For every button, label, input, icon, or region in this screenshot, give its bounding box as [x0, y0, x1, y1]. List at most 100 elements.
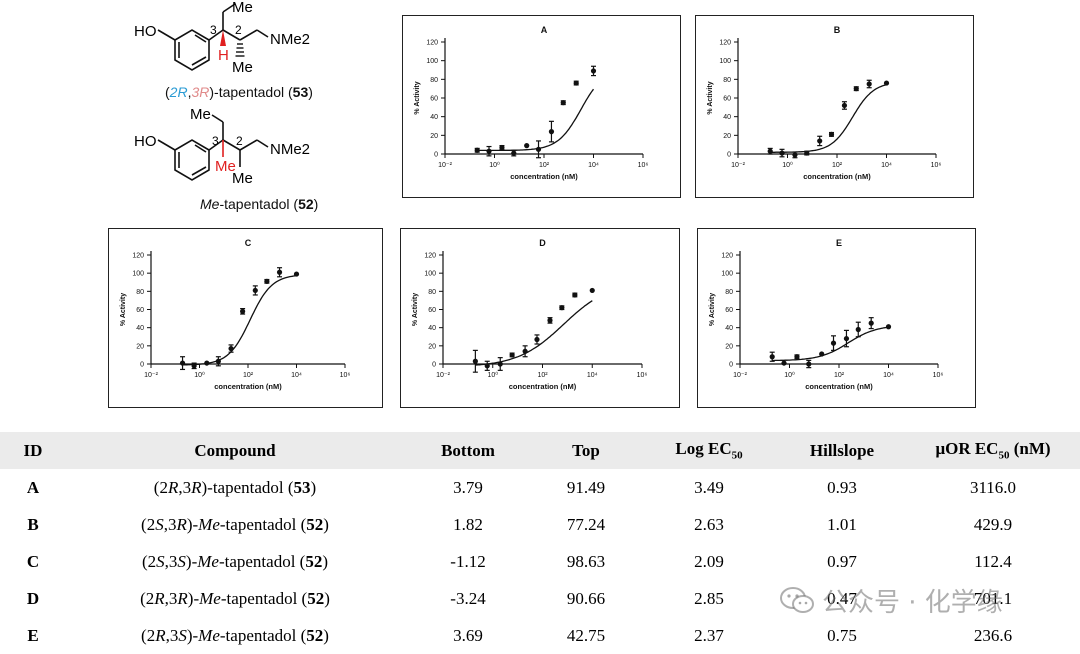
table-row: D (2R,3R)-Me-tapentadol (52) -3.24 90.66 2.8…: [0, 580, 1080, 617]
atom-me-side: Me: [232, 59, 253, 76]
cell-bottom: -3.24: [450, 588, 486, 608]
y-tick-label: 0: [434, 152, 438, 159]
wechat-icon: [780, 587, 814, 613]
data-point: [590, 68, 597, 74]
data-point: [792, 152, 798, 158]
y-axis-label: % Activity: [412, 293, 419, 326]
data-point: [559, 305, 565, 311]
atom-h: H: [218, 47, 229, 64]
compound-part: ): [322, 551, 329, 571]
chart-title: B: [834, 25, 841, 35]
compound-part: (2: [140, 588, 155, 608]
cell-compound: (2R,3S)-Me-tapentadol (52): [66, 617, 404, 654]
cell-top: 98.63: [566, 551, 606, 571]
chart-a: A 0 20 40 60 80 100 120 10⁻² 10⁰ 10² 10⁴ 10⁶ % Activi…: [414, 25, 648, 181]
compound-part: R: [191, 477, 202, 497]
x-tick-label: 10⁻²: [438, 162, 452, 169]
x-tick-label: 10²: [539, 162, 550, 169]
data-point: [497, 361, 503, 367]
compound-part: ,3: [163, 514, 177, 534]
compound-part: ,3: [165, 625, 179, 645]
y-tick-label: 20: [428, 343, 436, 350]
cell-compound: (2R,3R)-Me-tapentadol (52): [66, 580, 404, 617]
data-point: [509, 352, 515, 358]
compound-part: S: [177, 551, 186, 571]
compound-part: 52: [305, 551, 323, 571]
x-tick-label: 10²: [832, 162, 843, 169]
chart-a-panel: A 0 20 40 60 80 100 120 10⁻² 10⁰ 10² 10⁴ 10⁶ % Activi…: [402, 15, 681, 198]
y-tick-label: 80: [430, 77, 438, 84]
compound-part: R: [154, 588, 165, 608]
data-point: [866, 81, 872, 87]
data-point: [883, 80, 890, 86]
x-tick-label: 10²: [243, 372, 254, 379]
fit-curve: [477, 88, 595, 152]
y-tick-label: 100: [424, 271, 436, 278]
stereo-label-3: 3: [212, 134, 219, 148]
fit-curve: [770, 84, 887, 153]
y-tick-label: 40: [723, 114, 731, 121]
cell-id: C: [26, 551, 40, 571]
chart-d-panel: D 0 20 40 60 80 100 120 10⁻² 10⁰ 10² 10⁴ 10⁶ % Activi…: [400, 228, 680, 408]
x-axis-label: concentration (nM): [803, 172, 871, 181]
compound-part: )-: [187, 588, 200, 608]
fit-curve: [772, 326, 889, 362]
cell-id: D: [26, 588, 40, 608]
compound-part: ,3: [178, 477, 192, 497]
x-axis-label: concentration (nM): [214, 382, 282, 391]
table-header-row: ID Compound Bottom Top Log EC50 Hillslop…: [0, 432, 1080, 469]
x-tick-label: 10⁴: [588, 162, 599, 169]
cell-ec: 701.1: [973, 588, 1013, 608]
stereo-label-3: 3: [210, 23, 217, 37]
y-axis-label: % Activity: [120, 293, 127, 326]
atom-me-side: Me: [232, 170, 253, 187]
atom-me-red: Me: [215, 158, 236, 175]
compound-part: ,3: [164, 588, 178, 608]
data-point: [474, 147, 480, 153]
cell-hill: 1.01: [827, 514, 857, 534]
structure-53: HO Me NMe2 Me H 3 2: [134, 0, 310, 76]
y-tick-label: 20: [136, 343, 144, 350]
y-axis-label: % Activity: [707, 81, 714, 114]
x-tick-label: 10⁶: [931, 162, 942, 169]
data-point: [276, 269, 283, 275]
compound-part: 52: [306, 625, 324, 645]
compound-part: -tapentadol (: [219, 625, 307, 645]
cell-hill: 0.47: [827, 588, 857, 608]
compound-part: ): [323, 625, 329, 645]
compound-part: )-: [185, 551, 198, 571]
y-tick-label: 100: [719, 58, 731, 65]
data-point: [843, 335, 850, 342]
data-point: [228, 345, 234, 352]
compound-part: -tapentadol (: [220, 588, 308, 608]
x-tick-label: 10⁰: [782, 161, 793, 169]
data-point: [572, 292, 578, 298]
y-tick-label: 60: [725, 307, 733, 314]
data-point: [589, 287, 595, 294]
x-tick-label: 10⁻²: [144, 372, 158, 379]
cell-ec: 236.6: [973, 625, 1013, 645]
data-point: [781, 360, 787, 366]
cell-ec: 3116.0: [969, 477, 1017, 497]
y-tick-label: 80: [428, 289, 436, 296]
watermark-text: 公众号 · 化学缘: [822, 588, 1003, 618]
compound-part: )-: [186, 514, 199, 534]
compound-part: (2: [153, 477, 168, 497]
compound-part: )-: [186, 625, 199, 645]
chart-title: A: [541, 25, 548, 35]
fit-curve: [475, 300, 593, 366]
data-point: [179, 360, 186, 366]
compound-part: tapentadol (: [212, 477, 294, 497]
cell-id: E: [27, 625, 39, 645]
data-point: [841, 102, 848, 109]
compound-part: R: [176, 514, 187, 534]
data-point: [484, 363, 490, 369]
data-point: [779, 150, 785, 156]
atom-nme2: NMe2: [270, 141, 310, 158]
cell-bottom: -1.12: [450, 551, 486, 571]
y-tick-label: 100: [721, 271, 733, 278]
cell-bottom: 3.69: [453, 625, 483, 645]
cell-id: A: [26, 477, 40, 497]
y-tick-label: 40: [725, 325, 733, 332]
y-tick-label: 0: [729, 362, 733, 369]
